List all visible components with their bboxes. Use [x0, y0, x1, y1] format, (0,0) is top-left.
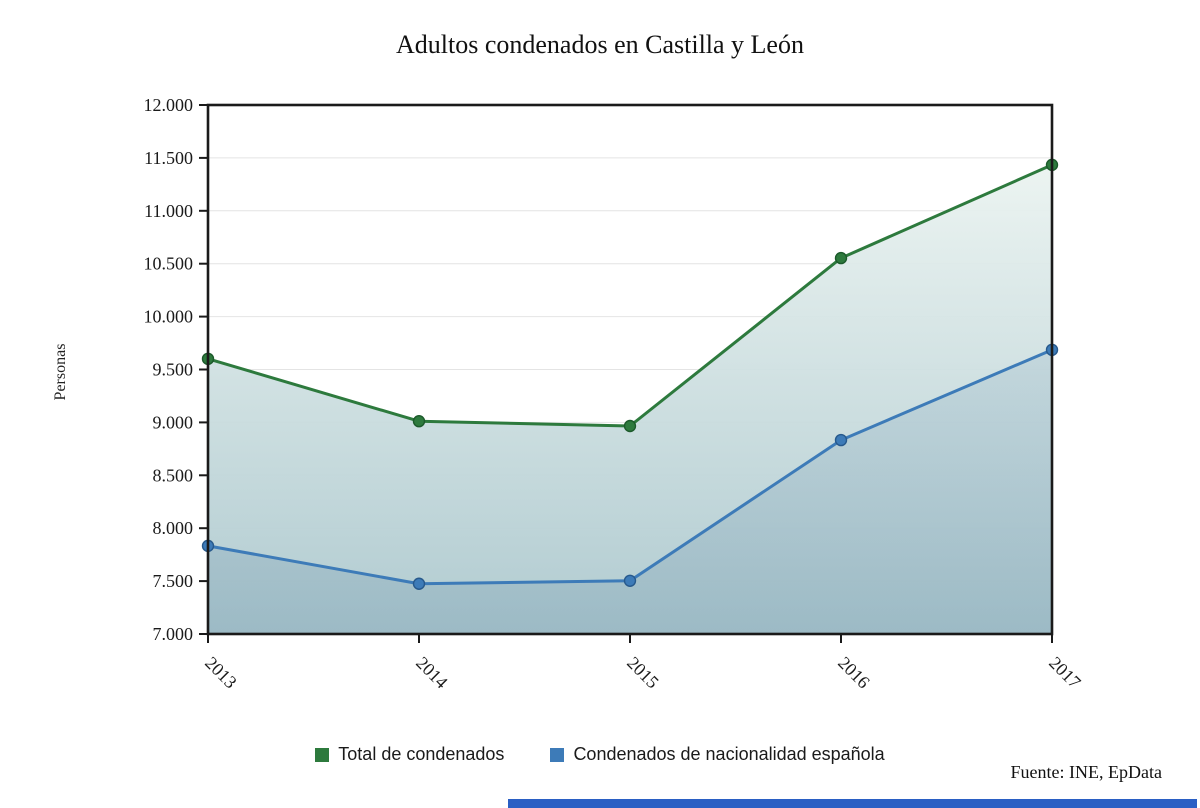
- y-tick-label: 10.000: [144, 307, 194, 327]
- data-point: [834, 251, 848, 265]
- y-tick-label: 9.500: [153, 360, 194, 380]
- footer-accent-bar: [508, 799, 1197, 808]
- x-tick-label: 2016: [834, 653, 874, 693]
- y-tick-label: 8.000: [153, 518, 194, 538]
- data-point: [834, 433, 848, 447]
- chart-title: Adultos condenados en Castilla y León: [396, 30, 804, 59]
- y-tick-label: 11.500: [144, 148, 193, 168]
- data-point: [623, 419, 637, 433]
- x-tick-label: 2017: [1045, 653, 1085, 693]
- x-tick-label: 2015: [623, 653, 663, 693]
- y-tick-label: 12.000: [144, 95, 194, 115]
- y-tick-label: 7.000: [153, 624, 194, 644]
- data-point: [412, 415, 426, 428]
- y-tick-label: 10.500: [144, 254, 194, 274]
- x-tick-label: 2013: [201, 653, 241, 693]
- data-point: [412, 577, 426, 590]
- area-fill-1: [208, 349, 1052, 634]
- y-tick-label: 9.000: [153, 412, 194, 432]
- legend-label-total: Total de condenados: [338, 744, 505, 764]
- legend: Total de condenados Condenados de nacion…: [0, 744, 1200, 765]
- legend-item-spanish: Condenados de nacionalidad española: [550, 744, 885, 765]
- y-tick-label: 11.000: [144, 201, 193, 221]
- legend-item-total: Total de condenados: [315, 744, 504, 765]
- x-tick-label: 2014: [412, 653, 452, 693]
- y-tick-label: 7.500: [153, 571, 194, 591]
- legend-swatch-green: [315, 747, 330, 762]
- y-tick-label: 8.500: [153, 465, 194, 485]
- legend-label-spanish: Condenados de nacionalidad española: [573, 744, 885, 764]
- source-attribution: Fuente: INE, EpData: [1010, 762, 1162, 782]
- legend-swatch-blue: [550, 747, 565, 762]
- data-point: [623, 574, 637, 587]
